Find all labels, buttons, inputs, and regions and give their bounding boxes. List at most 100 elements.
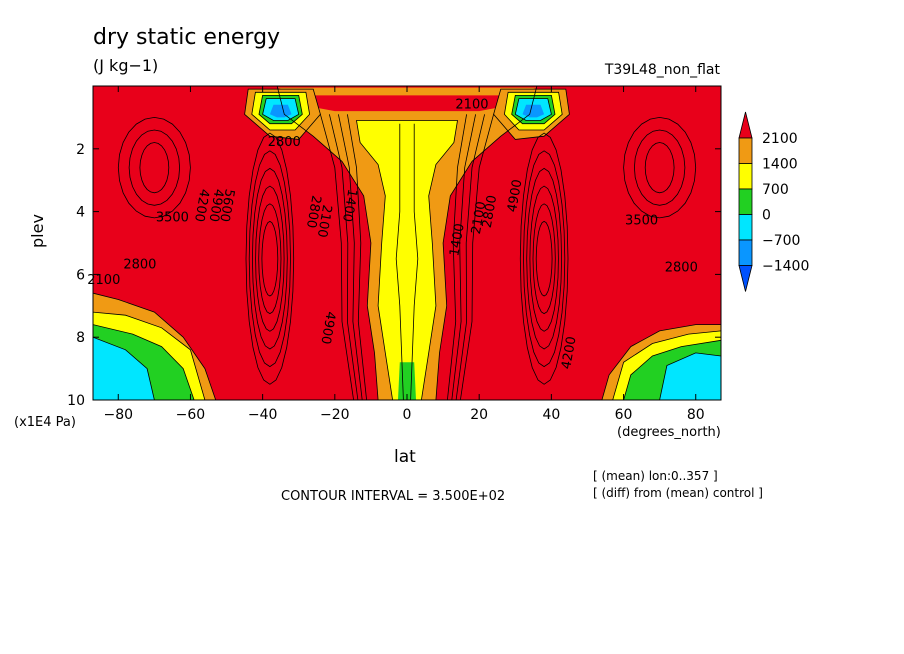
contour-label-16: 2800 [665, 261, 698, 276]
y-axis: 2 4 6 8 10 [67, 142, 721, 409]
contour-edge-9 [659, 352, 721, 400]
contour-core-west [395, 123, 404, 400]
contour-polar-loop-sh-2 [139, 142, 170, 194]
contour-edge-nh-13 [514, 98, 552, 121]
experiment-name: T39L48_non_flat [604, 62, 720, 78]
contour-west-2 [338, 114, 363, 400]
contour-label-6: 2800 [268, 135, 301, 150]
contour-east-4 [460, 114, 494, 400]
y-tick-label: 2 [76, 142, 85, 158]
chart-title: dry static energy [93, 25, 281, 50]
contour-ring-sh-2 [251, 167, 288, 350]
y-axis-units: (x1E4 Pa) [14, 415, 76, 430]
colorbar: 2100 1400 700 0 −700 −1400 [738, 111, 809, 292]
contour-west-1 [347, 114, 367, 400]
fill-polar-sh-3 [93, 337, 155, 400]
contour-ring-nh-2 [526, 167, 563, 350]
y-tick-label: 6 [76, 267, 85, 283]
contour-label-17: 4200 [559, 335, 580, 370]
chart-units: (J kg−1) [93, 56, 159, 75]
fill-region-yellow-core [356, 120, 458, 400]
contour-ring-nh-1 [523, 150, 566, 368]
contour-edge-7 [612, 330, 721, 400]
contour-label-14: 4900 [505, 178, 526, 213]
x-tick-label: 80 [687, 407, 705, 423]
contour-edge-nh-11 [503, 91, 563, 131]
contour-polar-loop-sh-1 [128, 129, 181, 206]
colorbar-label: 700 [762, 182, 789, 198]
contour-label-13: 2800 [480, 194, 501, 229]
fill-cell-nh-4 [522, 104, 545, 118]
y-tick-label: 8 [76, 330, 85, 346]
contour-east-2 [451, 114, 476, 400]
contour-edge-6 [601, 324, 721, 400]
contour-ring-nh-5 [535, 220, 553, 297]
colorbar-label: 0 [762, 208, 771, 224]
contour-ring-nh-3 [529, 185, 559, 332]
contour-edge-12 [258, 95, 303, 125]
contour-polar-loop-nh-1 [633, 129, 686, 206]
contour-edge-4 [93, 324, 195, 400]
contour-edge-0 [276, 86, 538, 400]
x-tick-label: −20 [320, 407, 350, 423]
contour-edge-13 [262, 98, 300, 121]
contour-edge-8 [623, 339, 721, 400]
x-tick-label: −40 [248, 407, 278, 423]
contour-label-9: 1400 [339, 188, 360, 223]
contour-interval: CONTOUR INTERVAL = 3.500E+02 [281, 489, 506, 504]
x-axis-label: lat [394, 447, 416, 467]
contour-label-18: 2100 [455, 97, 488, 112]
contour-polar-loop-nh-0 [623, 116, 697, 219]
contour-label-4: 4900 [205, 188, 226, 223]
x-tick-label: 40 [542, 407, 560, 423]
contour-label-2: 3500 [156, 210, 189, 225]
colorbar-segment [738, 214, 753, 241]
contour-label-8: 2800 [303, 194, 324, 229]
contour-label-12: 2100 [469, 200, 490, 235]
x-axis: −80 −60 −40 −20 0 20 40 60 80 [103, 86, 705, 423]
contour-core-east [410, 123, 419, 400]
colorbar-segment [738, 239, 753, 266]
x-axis-units: (degrees_north) [617, 425, 721, 440]
colorbar-label: −1400 [762, 259, 809, 275]
contour-label-0: 2100 [87, 273, 120, 288]
x-tick-label: 20 [470, 407, 488, 423]
x-tick-label: 60 [615, 407, 633, 423]
contour-edge-1 [356, 120, 458, 400]
contour-ring-sh-4 [258, 203, 282, 315]
diff-note: [ (diff) from (mean) control ] [593, 486, 763, 500]
contour-east-1 [447, 114, 467, 400]
contour-ring-sh-1 [248, 150, 291, 368]
contour-edge-2 [93, 292, 217, 400]
contour-edge-11 [251, 91, 311, 131]
contour-ring-sh-0 [245, 132, 295, 385]
contour-ring-nh-0 [519, 132, 569, 385]
contour-edge-10 [244, 88, 321, 140]
contour-label-10: 4900 [317, 310, 338, 345]
contour-edge-5 [93, 336, 155, 400]
x-tick-label: −60 [176, 407, 206, 423]
filled-contours [93, 86, 721, 400]
fill-cell-sh-4 [269, 104, 292, 118]
colorbar-bottom-triangle [738, 265, 753, 292]
y-tick-label: 10 [67, 393, 85, 409]
colorbar-segment [738, 188, 753, 215]
contour-polar-loop-sh-0 [117, 116, 191, 219]
contour-label-11: 1400 [447, 222, 468, 257]
x-tick-label: −80 [103, 407, 133, 423]
colorbar-segment [738, 163, 753, 190]
contour-label-1: 2800 [123, 257, 156, 272]
mean-note: [ (mean) lon:0..357 ] [593, 469, 718, 483]
colorbar-segment [738, 137, 753, 164]
y-tick-label: 4 [76, 205, 85, 221]
contour-west-3 [329, 114, 359, 400]
contour-label-7: 2100 [314, 203, 335, 238]
colorbar-label: 2100 [762, 131, 798, 147]
contour-ring-nh-4 [532, 203, 556, 315]
contour-edge-nh-12 [511, 95, 556, 125]
contour-lines [93, 86, 721, 400]
contour-label-15: 3500 [625, 214, 658, 229]
colorbar-label: −700 [762, 233, 800, 249]
